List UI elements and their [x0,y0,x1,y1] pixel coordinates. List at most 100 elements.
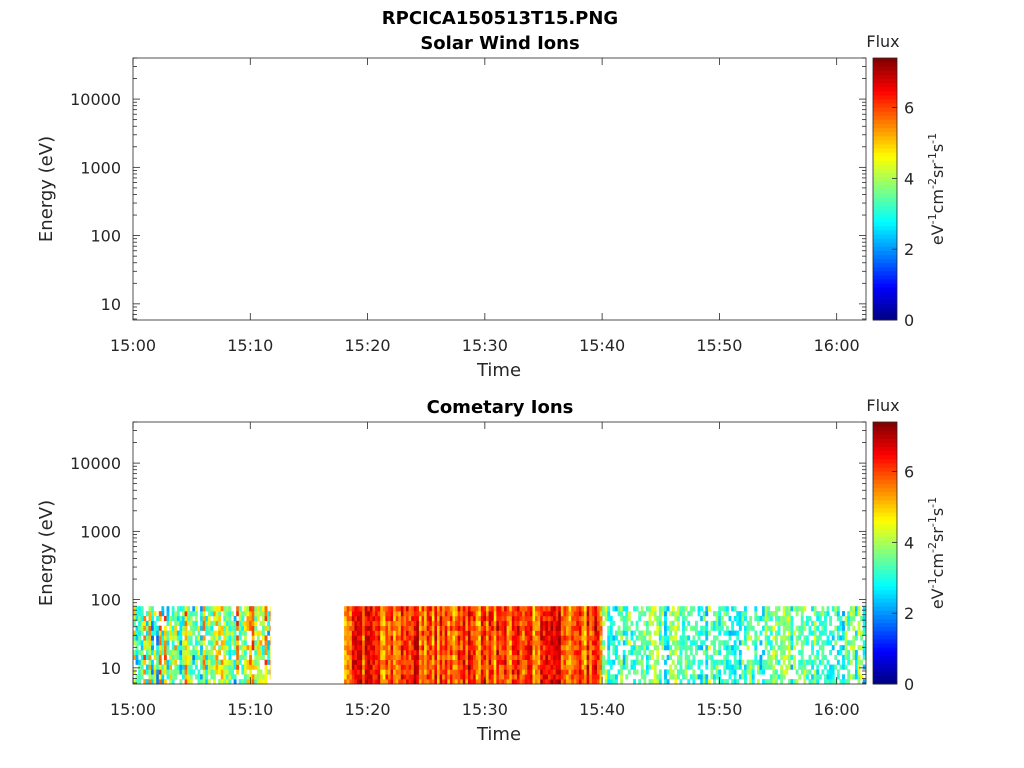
heatmap-cell [434,669,438,675]
heatmap-cell [369,611,373,617]
heatmap-cell [723,654,727,660]
heatmap-cell [470,669,474,675]
heatmap-cell [527,649,531,656]
heatmap-cell [470,630,474,636]
heatmap-cell [566,679,569,685]
heatmap-cell [158,664,162,670]
heatmap-cell [656,649,660,656]
heatmap-cell [550,649,554,656]
heatmap-cell [457,645,461,651]
heatmap-cell [421,611,425,617]
heatmap-cell [635,649,639,656]
heatmap-cell [395,611,399,617]
heatmap-cell [568,669,572,675]
heatmap-cell [535,635,538,641]
heatmap-cell [553,654,556,660]
heatmap-cell [145,635,149,641]
heatmap-cell [346,645,350,651]
heatmap-cell [537,635,541,641]
heatmap-cell [231,640,234,646]
heatmap-cell [251,640,255,646]
heatmap-cell [504,654,507,660]
heatmap-cell [689,664,693,670]
heatmap-cell [189,654,193,660]
heatmap-cell [431,674,435,680]
heatmap-cell [738,649,742,656]
heatmap-cell [581,615,585,622]
heatmap-cell [486,669,489,675]
heatmap-cell [656,645,660,651]
heatmap-cell [187,664,191,670]
heatmap-cell [462,645,466,651]
heatmap-cell [604,674,608,680]
heatmap-cell [189,664,193,670]
heatmap-cell [145,649,149,656]
heatmap-cell [223,669,227,675]
heatmap-cell [354,669,358,675]
heatmap-cell [344,649,347,656]
heatmap-cell [664,615,667,622]
heatmap-cell [607,635,611,641]
heatmap-cell [522,645,526,651]
heatmap-cell [700,679,704,685]
heatmap-cell [764,606,768,612]
heatmap-cell [689,645,693,651]
colorbar-swatch [873,667,897,673]
heatmap-cell [573,649,577,656]
heatmap-cell [436,630,440,636]
heatmap-cell [421,669,425,675]
heatmap-cell [516,606,520,612]
heatmap-cell [607,645,611,651]
heatmap-cell [387,620,391,626]
heatmap-cell [700,669,704,675]
heatmap-cell [372,645,376,651]
heatmap-cell [718,640,722,646]
heatmap-cell [682,606,685,612]
heatmap-cell [664,645,667,651]
heatmap-cell [852,654,856,660]
heatmap-cell [395,654,399,660]
heatmap-cell [269,674,271,680]
heatmap-cell [424,611,427,617]
heatmap-cell [467,635,471,641]
heatmap-cell [545,664,549,670]
heatmap-cell [700,625,704,631]
heatmap-cell [826,611,830,617]
heatmap-cell [372,611,376,617]
heatmap-cell [803,659,807,665]
heatmap-cell [156,669,160,675]
heatmap-cell [550,679,554,685]
heatmap-cell [573,615,577,622]
heatmap-cell [514,630,518,636]
heatmap-cell [813,611,817,617]
heatmap-cell [589,606,593,612]
heatmap-cell [192,645,196,651]
heatmap-cell [615,630,618,636]
heatmap-cell [769,654,773,660]
heatmap-cell [408,640,412,646]
heatmap-cell [738,625,742,631]
heatmap-cell [764,679,768,685]
heatmap-cell [462,674,466,680]
heatmap-cell [449,649,453,656]
heatmap-cell [785,669,789,675]
heatmap-cell [382,606,386,612]
heatmap-cell [385,654,389,660]
colorbar-swatch [873,663,897,669]
heatmap-cell [449,615,453,622]
heatmap-cell [421,640,425,646]
heatmap-cell [808,615,812,622]
colorbar-swatch [873,131,897,137]
colorbar-tick-label: 2 [904,604,914,623]
heatmap-cell [156,649,160,656]
heatmap-cell [403,669,407,675]
heatmap-cell [578,649,582,656]
heatmap-cell [656,674,660,680]
heatmap-cell [408,674,412,680]
heatmap-cell [808,669,812,675]
heatmap-cell [377,630,381,636]
heatmap-cell [483,645,487,651]
heatmap-cell [787,640,791,646]
